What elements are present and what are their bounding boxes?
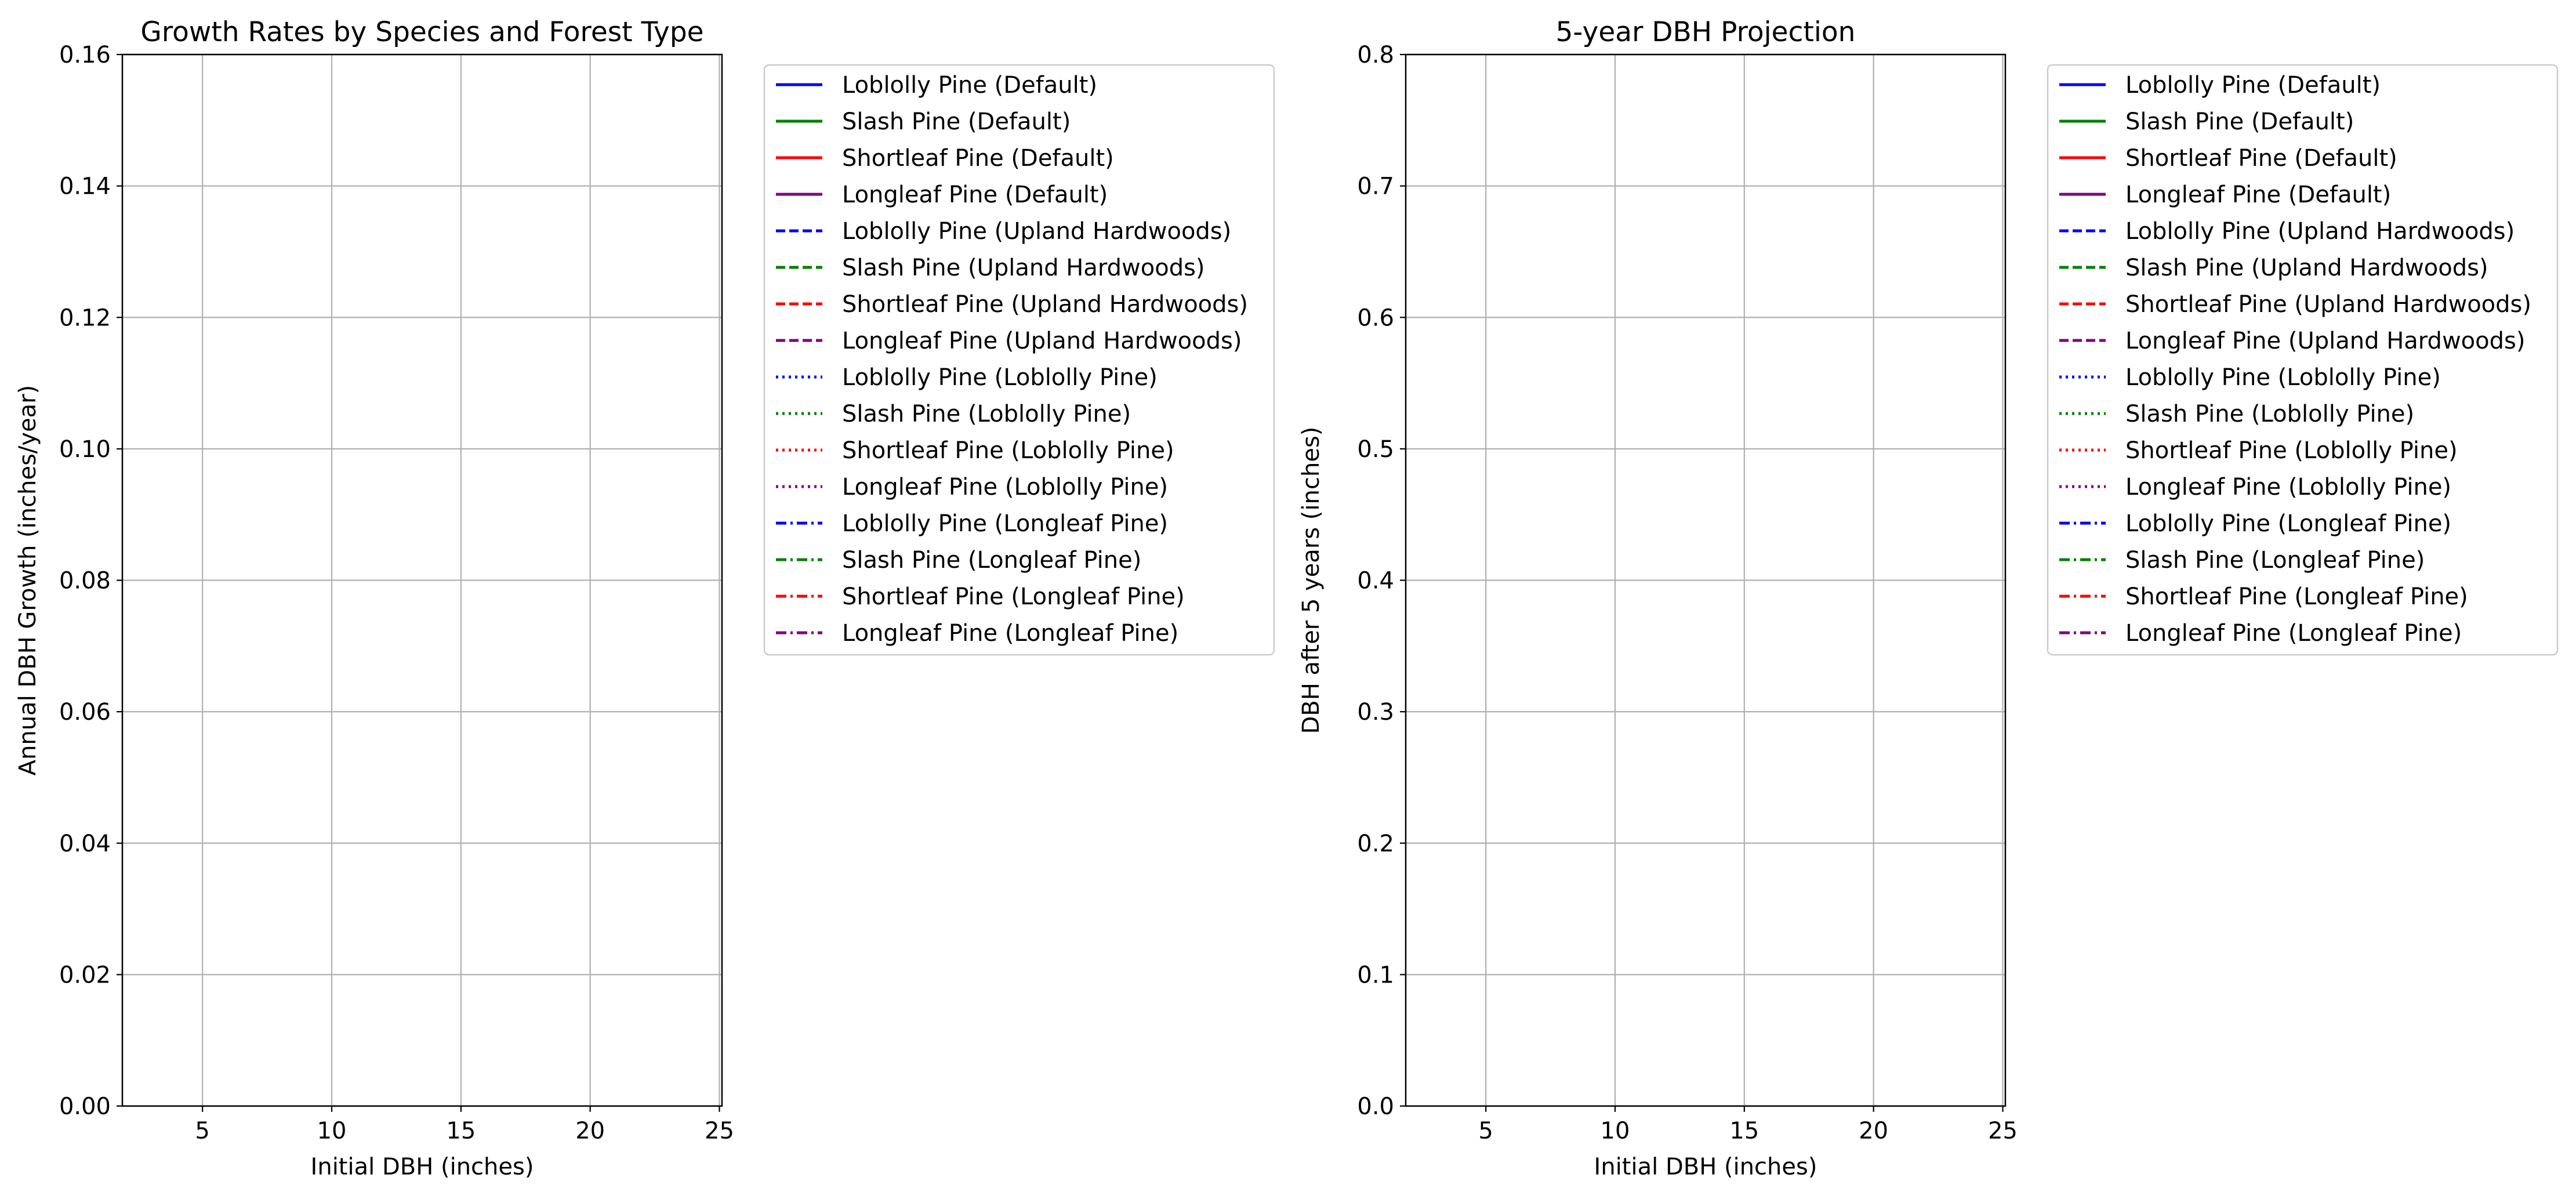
x-tick-label: 20 bbox=[575, 1118, 605, 1144]
legend-entry-label: Longleaf Pine (Default) bbox=[842, 182, 1108, 208]
x-axis-label: Initial DBH (inches) bbox=[311, 1154, 534, 1180]
legend-entry-label: Loblolly Pine (Longleaf Pine) bbox=[2125, 510, 2451, 537]
y-tick-label: 0.2 bbox=[1357, 831, 1394, 857]
chart-title: Growth Rates by Species and Forest Type bbox=[140, 16, 703, 48]
legend-entry-label: Shortleaf Pine (Upland Hardwoods) bbox=[842, 291, 1248, 318]
legend-entry-label: Loblolly Pine (Default) bbox=[2125, 72, 2381, 99]
legend-entry-label: Loblolly Pine (Upland Hardwoods) bbox=[2125, 218, 2515, 245]
y-tick-label: 0.06 bbox=[59, 699, 111, 726]
y-tick-label: 0.8 bbox=[1357, 42, 1394, 68]
legend-entry-label: Longleaf Pine (Upland Hardwoods) bbox=[2125, 328, 2525, 354]
dbh-projection-chart: 5 10 15 20 25 0.0 0.1 0.2 0.3 0.4 0.5 0.6 0.7 0.8 5-ye… bbox=[1298, 16, 2559, 1180]
y-tick-label: 0.0 bbox=[1357, 1093, 1394, 1120]
legend-entry-label: Longleaf Pine (Upland Hardwoods) bbox=[842, 328, 1242, 354]
legend: Loblolly Pine (Default) Slash Pine (Defau… bbox=[2047, 64, 2559, 656]
x-tick-label: 25 bbox=[1988, 1118, 2018, 1144]
legend-entry-label: Longleaf Pine (Loblolly Pine) bbox=[842, 474, 1168, 501]
chart-title: 5-year DBH Projection bbox=[1556, 16, 1856, 48]
legend-entry-label: Loblolly Pine (Loblolly Pine) bbox=[2125, 364, 2441, 391]
legend-entry-label: Longleaf Pine (Longleaf Pine) bbox=[842, 620, 1178, 647]
y-tick-label: 0.08 bbox=[59, 568, 111, 594]
y-tick-label: 0.6 bbox=[1357, 304, 1394, 331]
legend-entry-label: Slash Pine (Loblolly Pine) bbox=[842, 401, 1131, 427]
x-tick-label: 10 bbox=[1601, 1118, 1630, 1144]
x-tick-label: 20 bbox=[1859, 1118, 1888, 1144]
legend-entry-label: Shortleaf Pine (Upland Hardwoods) bbox=[2125, 291, 2531, 318]
growth-rate-chart: 5 10 15 20 25 0.00 0.02 0.04 0.06 0.08 0.10 0.12 0.1… bbox=[14, 16, 1275, 1180]
legend-entry-label: Slash Pine (Longleaf Pine) bbox=[842, 547, 1141, 574]
x-tick-label: 15 bbox=[446, 1118, 476, 1144]
y-axis-label: Annual DBH Growth (inches/year) bbox=[14, 385, 41, 775]
y-axis-label: DBH after 5 years (inches) bbox=[1298, 427, 1325, 734]
legend-frame bbox=[2047, 64, 2559, 656]
x-tick-label: 10 bbox=[317, 1118, 347, 1144]
y-tick-label: 0.5 bbox=[1357, 436, 1394, 463]
legend-entry-label: Slash Pine (Loblolly Pine) bbox=[2125, 401, 2414, 427]
legend-entry-label: Shortleaf Pine (Default) bbox=[2125, 145, 2397, 172]
y-tick-label: 0.04 bbox=[59, 831, 111, 857]
legend-entry-label: Longleaf Pine (Default) bbox=[2125, 182, 2391, 208]
legend-entry-label: Shortleaf Pine (Loblolly Pine) bbox=[842, 437, 1174, 464]
x-tick-label: 15 bbox=[1729, 1118, 1759, 1144]
x-tick-label: 25 bbox=[705, 1118, 734, 1144]
y-tick-label: 0.16 bbox=[59, 42, 111, 68]
x-axis-label: Initial DBH (inches) bbox=[1594, 1154, 1817, 1180]
y-tick-label: 0.4 bbox=[1357, 568, 1394, 594]
y-tick-label: 0.00 bbox=[59, 1093, 111, 1120]
legend-frame bbox=[763, 64, 1275, 656]
legend-entry-label: Slash Pine (Upland Hardwoods) bbox=[842, 255, 1205, 281]
y-tick-label: 0.12 bbox=[59, 304, 111, 331]
y-tick-label: 0.10 bbox=[59, 436, 111, 463]
legend-entry-label: Shortleaf Pine (Longleaf Pine) bbox=[842, 583, 1185, 610]
legend-entry-label: Shortleaf Pine (Default) bbox=[842, 145, 1114, 172]
x-tick-label: 5 bbox=[195, 1118, 209, 1144]
y-tick-label: 0.1 bbox=[1357, 962, 1394, 988]
legend-entry-label: Loblolly Pine (Loblolly Pine) bbox=[842, 364, 1158, 391]
legend-entry-label: Loblolly Pine (Default) bbox=[842, 72, 1097, 99]
y-tick-label: 0.14 bbox=[59, 173, 111, 200]
legend-entry-label: Slash Pine (Default) bbox=[2125, 108, 2354, 135]
legend-entry-label: Slash Pine (Longleaf Pine) bbox=[2125, 547, 2425, 574]
y-tick-label: 0.7 bbox=[1357, 173, 1394, 200]
y-tick-label: 0.02 bbox=[59, 962, 111, 988]
legend-entry-label: Slash Pine (Upland Hardwoods) bbox=[2125, 255, 2488, 281]
legend-entry-label: Shortleaf Pine (Loblolly Pine) bbox=[2125, 437, 2458, 464]
legend-entry-label: Shortleaf Pine (Longleaf Pine) bbox=[2125, 583, 2468, 610]
legend: Loblolly Pine (Default) Slash Pine (Defau… bbox=[763, 64, 1275, 656]
y-tick-label: 0.3 bbox=[1357, 699, 1394, 726]
legend-entry-label: Loblolly Pine (Upland Hardwoods) bbox=[842, 218, 1231, 245]
legend-entry-label: Loblolly Pine (Longleaf Pine) bbox=[842, 510, 1168, 537]
x-tick-label: 5 bbox=[1478, 1118, 1493, 1144]
legend-entry-label: Longleaf Pine (Longleaf Pine) bbox=[2125, 620, 2462, 647]
legend-entry-label: Longleaf Pine (Loblolly Pine) bbox=[2125, 474, 2451, 501]
legend-entry-label: Slash Pine (Default) bbox=[842, 108, 1071, 135]
